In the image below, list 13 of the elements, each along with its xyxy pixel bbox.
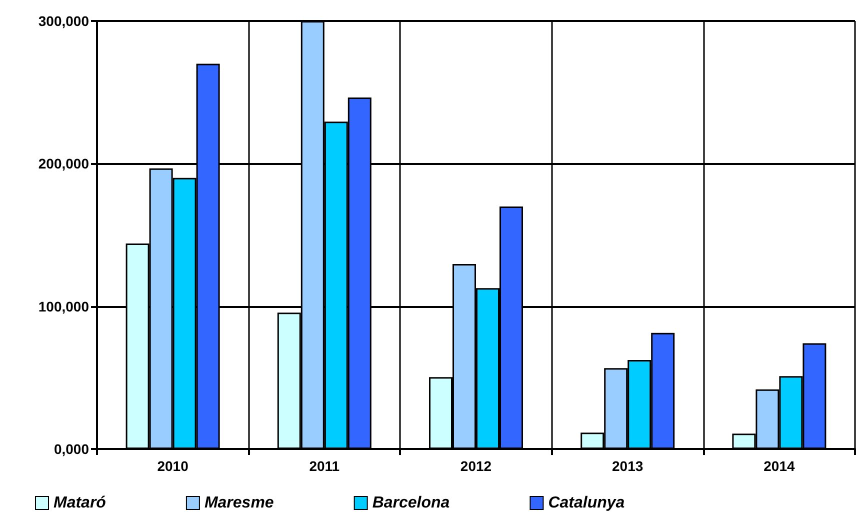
y-tick-label: 300,000 <box>38 13 90 29</box>
legend-label: Catalunya <box>548 494 625 512</box>
y-tick-label: 100,000 <box>38 298 90 314</box>
legend-label: Maresme <box>204 494 274 512</box>
y-tick-label: 0,000 <box>54 441 90 457</box>
x-tick-label: 2014 <box>764 458 795 474</box>
x-tick-label: 2011 <box>309 458 340 474</box>
x-tick-label: 2012 <box>460 458 492 474</box>
x-tick-label: 2010 <box>157 458 189 474</box>
y-tick-label: 200,000 <box>38 156 90 172</box>
x-tick-label: 2013 <box>612 458 644 474</box>
legend-label: Mataró <box>54 494 106 512</box>
legend-label: Barcelona <box>372 494 450 512</box>
